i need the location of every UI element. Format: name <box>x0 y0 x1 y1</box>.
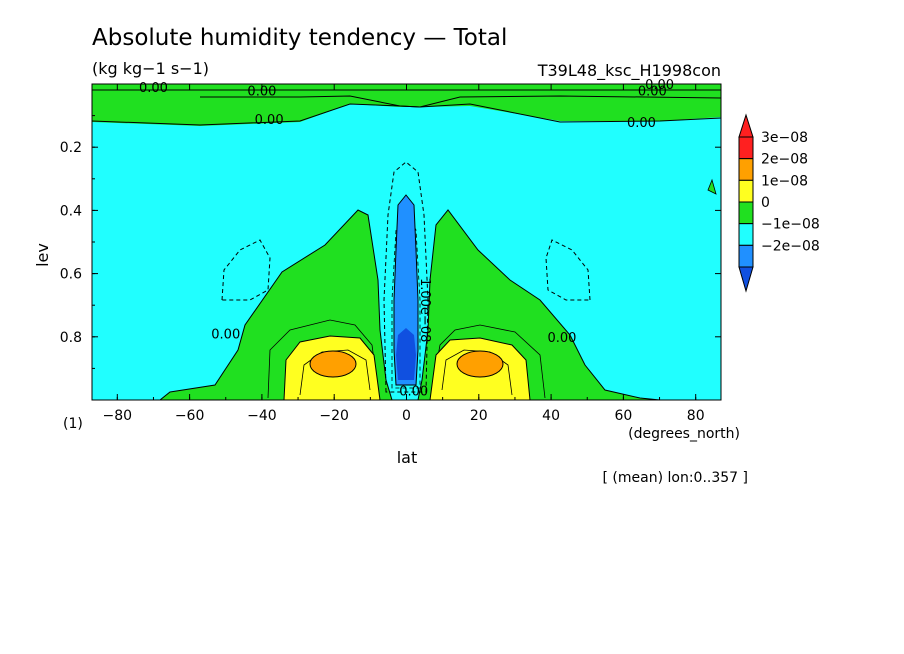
colorbar-swatch <box>738 201 754 225</box>
chart-title: Absolute humidity tendency — Total <box>92 25 507 51</box>
colorbar-bottom-arrow <box>738 266 754 293</box>
contour-label: 0.00 <box>247 84 276 99</box>
upper-green-band <box>92 84 721 126</box>
core-dashed-outer <box>383 161 429 393</box>
colorbar-label: 3e−08 <box>761 130 808 146</box>
x-axis-units: (degrees_north) <box>628 426 740 442</box>
contour-label: 0.00 <box>399 385 428 400</box>
footnote: [ (mean) lon:0..357 ] <box>603 470 748 486</box>
contour-label: 0.00 <box>255 113 284 128</box>
y-tick-label: 0.2 <box>60 140 82 156</box>
x-axis: −80 −60 −40 −20 0 20 40 60 80 <box>103 84 705 424</box>
y-axis: 0.2 0.4 0.6 0.8 <box>60 115 721 401</box>
x-tick-label: 60 <box>614 408 632 424</box>
x-tick-label: 40 <box>542 408 560 424</box>
left-dashed-region <box>221 239 271 301</box>
colorbar-label: −2e−08 <box>761 238 820 254</box>
contour-labels: 0.00 0.00 0.000.000.00 0.000.00 0.001.00e−08… <box>139 78 674 400</box>
x-tick-label: −80 <box>103 408 133 424</box>
colorbar-label: 0 <box>761 195 770 211</box>
x-tick-label: 20 <box>470 408 488 424</box>
x-tick-label: 80 <box>687 408 705 424</box>
right-inner-contour <box>431 324 546 399</box>
contour-label: 0.00 <box>627 116 656 131</box>
contour-label: 0.00 <box>638 84 667 99</box>
x-tick-label: −20 <box>319 408 349 424</box>
colorbar-swatch <box>738 158 754 181</box>
contour-label: 0.00 <box>645 78 674 93</box>
y-axis-label: lev <box>33 243 52 267</box>
left-orange-maximum <box>309 350 357 378</box>
contour-label: 0.00 <box>211 328 240 343</box>
y-axis-units: (1) <box>63 416 83 432</box>
colorbar-label: 1e−08 <box>761 173 808 189</box>
colorbar-top-arrow <box>738 113 754 138</box>
tropical-deepest-core <box>396 328 416 380</box>
contour-label: 1.00e−08 <box>417 278 432 342</box>
colorbar-swatch <box>738 223 754 246</box>
chart-units: (kg kg−1 s−1) <box>92 59 209 78</box>
right-orange-maximum <box>456 350 504 378</box>
colorbar-swatch <box>738 244 754 268</box>
contour-field <box>92 84 721 400</box>
x-axis-label: lat <box>397 448 418 467</box>
run-name: T39L48_ksc_H1998con <box>537 61 721 81</box>
right-dashed-region <box>545 239 591 301</box>
contour-label: 0.00 <box>547 331 576 346</box>
contour-label: 0.00 <box>139 81 168 96</box>
x-tick-label: −40 <box>247 408 277 424</box>
colorbar-swatch <box>738 179 754 203</box>
left-inner-contour <box>267 319 379 399</box>
contour-line-band-base <box>92 103 721 126</box>
colorbar-label: −1e−08 <box>761 217 820 233</box>
colorbar-swatch <box>738 136 754 160</box>
colorbar: 3e−08 2e−08 1e−08 0 −1e−08 −2e−08 <box>738 113 820 293</box>
y-tick-label: 0.6 <box>60 267 82 283</box>
colorbar-label: 2e−08 <box>761 152 808 168</box>
y-tick-label: 0.4 <box>60 203 82 219</box>
x-tick-label: −60 <box>175 408 205 424</box>
y-tick-label: 0.8 <box>60 330 82 346</box>
x-tick-label: 0 <box>402 408 411 424</box>
edge-fleck <box>707 178 717 195</box>
